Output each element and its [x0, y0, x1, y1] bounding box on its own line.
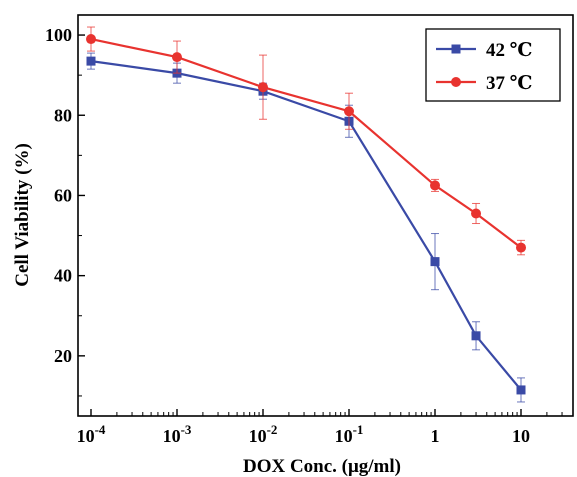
- legend-item: 37 ℃: [436, 73, 533, 94]
- data-point: [258, 82, 268, 93]
- legend-marker: [451, 77, 461, 87]
- x-tick-label: 10-3: [163, 422, 192, 446]
- x-axis: 10-4 10-3 10-2 10-1 1 10: [77, 409, 563, 446]
- data-point: [86, 56, 96, 66]
- y-tick-label: 60: [54, 185, 72, 205]
- x-tick-label: 10: [512, 426, 530, 446]
- plot-frame: [77, 14, 574, 417]
- y-tick-label: 20: [54, 346, 72, 366]
- data-point: [471, 208, 482, 219]
- data-point: [471, 331, 481, 341]
- x-tick-label: 1: [431, 426, 440, 446]
- data-point: [344, 106, 354, 117]
- data-point: [430, 180, 440, 191]
- y-axis: 20 40 60 80 100: [45, 25, 85, 397]
- y-tick-label: 40: [54, 266, 72, 286]
- data-point: [86, 34, 96, 45]
- x-axis-title: DOX Conc. (μg/ml): [243, 456, 401, 477]
- series-42c: [86, 52, 526, 403]
- y-axis-title: Cell Viability (%): [12, 143, 33, 287]
- series-line: [90, 60, 522, 391]
- x-tick-label: 10-2: [249, 422, 278, 446]
- legend: 42 ℃ 37 ℃: [425, 28, 561, 102]
- legend-box: [425, 28, 561, 102]
- x-tick-label: 10-4: [77, 422, 106, 446]
- legend-label: 42 ℃: [486, 40, 533, 61]
- data-point: [172, 52, 182, 63]
- y-tick-label: 80: [54, 105, 72, 125]
- series-37c: [86, 26, 526, 256]
- series-layer: [86, 26, 526, 403]
- data-point: [430, 257, 440, 267]
- x-tick-label: 10-1: [335, 422, 364, 446]
- legend-marker: [451, 44, 461, 54]
- y-tick-label: 100: [45, 25, 72, 45]
- data-point: [516, 385, 526, 395]
- legend-item: 42 ℃: [436, 40, 533, 61]
- data-point: [516, 242, 526, 253]
- legend-label: 37 ℃: [486, 73, 533, 94]
